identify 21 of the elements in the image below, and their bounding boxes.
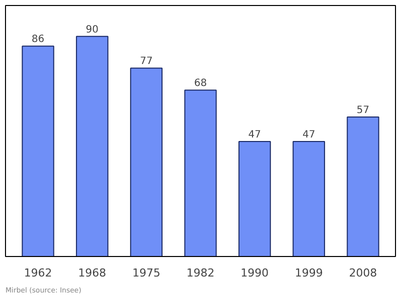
x-tick-label: 2008 [349, 266, 378, 280]
data-label: 68 [194, 78, 207, 90]
bar [76, 36, 108, 256]
data-label: 90 [86, 24, 99, 36]
bar [346, 116, 380, 256]
data-label: 86 [32, 34, 44, 46]
bar [184, 90, 217, 256]
bar [292, 141, 326, 256]
x-tick-label: 1968 [78, 266, 106, 280]
data-label: 57 [356, 105, 370, 116]
data-label: 47 [302, 130, 316, 141]
data-label: 47 [248, 130, 262, 141]
x-tick-label: 1990 [240, 266, 269, 280]
x-tick-label: 1982 [186, 266, 215, 280]
x-tick-label: 1975 [132, 266, 160, 280]
bar [238, 141, 271, 256]
data-label: 77 [140, 56, 153, 68]
x-tick-label: 1999 [294, 266, 323, 280]
bar [22, 46, 54, 256]
x-tick-label: 1962 [24, 266, 52, 280]
bar [130, 68, 163, 256]
